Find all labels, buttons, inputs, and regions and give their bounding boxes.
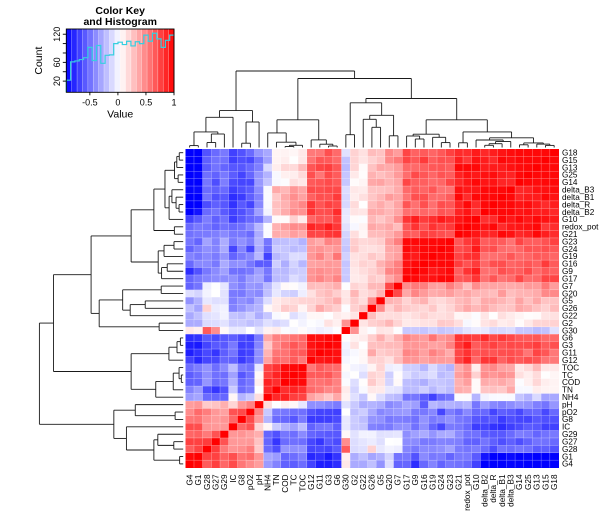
svg-text:G8: G8 — [238, 474, 247, 485]
svg-text:Count: Count — [33, 47, 45, 75]
svg-text:G24: G24 — [437, 474, 446, 490]
svg-text:NH4: NH4 — [562, 393, 579, 402]
svg-text:G17: G17 — [562, 274, 578, 283]
svg-text:G24: G24 — [562, 245, 578, 254]
svg-text:G12: G12 — [562, 356, 578, 365]
svg-text:TC: TC — [562, 371, 573, 380]
svg-text:G26: G26 — [562, 304, 578, 313]
svg-text:G10: G10 — [562, 215, 578, 224]
svg-text:delta_B3: delta_B3 — [507, 474, 516, 507]
svg-text:redox_pot: redox_pot — [562, 223, 599, 232]
svg-text:G14: G14 — [562, 178, 578, 187]
svg-text:G1: G1 — [562, 452, 573, 461]
svg-text:COD: COD — [562, 378, 580, 387]
svg-text:-0.5: -0.5 — [82, 97, 98, 107]
svg-text:0: 0 — [115, 97, 120, 107]
svg-text:TC: TC — [290, 474, 299, 485]
svg-text:G1: G1 — [194, 474, 203, 485]
svg-text:G22: G22 — [359, 474, 368, 490]
svg-text:IC: IC — [229, 474, 238, 482]
svg-text:delta_B2: delta_B2 — [481, 474, 490, 507]
svg-text:0.5: 0.5 — [140, 97, 153, 107]
svg-text:G14: G14 — [515, 474, 524, 490]
svg-text:G18: G18 — [550, 474, 559, 490]
svg-text:G22: G22 — [562, 312, 578, 321]
svg-text:G27: G27 — [562, 437, 578, 446]
svg-text:G20: G20 — [385, 474, 394, 490]
svg-text:G30: G30 — [562, 326, 578, 335]
svg-text:G11: G11 — [562, 349, 577, 358]
svg-text:G4: G4 — [562, 460, 573, 469]
svg-text:G13: G13 — [562, 163, 578, 172]
svg-text:G20: G20 — [562, 289, 578, 298]
svg-text:G15: G15 — [541, 474, 550, 490]
svg-text:G30: G30 — [342, 474, 351, 490]
svg-text:60: 60 — [52, 57, 62, 67]
svg-text:delta_B1: delta_B1 — [498, 474, 507, 507]
svg-text:pO2: pO2 — [246, 474, 255, 490]
svg-text:COD: COD — [281, 474, 290, 492]
svg-text:1: 1 — [171, 97, 176, 107]
svg-text:G18: G18 — [562, 149, 578, 158]
svg-text:IC: IC — [562, 423, 570, 432]
svg-text:G21: G21 — [562, 230, 578, 239]
svg-text:TOC: TOC — [298, 474, 307, 491]
svg-text:TOC: TOC — [562, 363, 579, 372]
svg-text:G17: G17 — [402, 474, 411, 490]
svg-text:G9: G9 — [411, 474, 420, 485]
svg-text:pO2: pO2 — [562, 408, 578, 417]
svg-text:pH: pH — [562, 400, 573, 409]
svg-text:delta_B2: delta_B2 — [562, 208, 595, 217]
svg-text:G11: G11 — [316, 474, 325, 489]
svg-text:G9: G9 — [562, 267, 573, 276]
svg-text:delta_R: delta_R — [489, 474, 498, 502]
svg-text:G19: G19 — [428, 474, 437, 490]
svg-text:NH4: NH4 — [264, 474, 273, 491]
svg-text:G16: G16 — [420, 474, 429, 490]
svg-text:G10: G10 — [472, 474, 481, 490]
svg-text:delta_B1: delta_B1 — [562, 193, 595, 202]
svg-text:120: 120 — [52, 27, 62, 42]
svg-text:G7: G7 — [394, 474, 403, 485]
svg-text:G29: G29 — [220, 474, 229, 490]
svg-text:G12: G12 — [307, 474, 316, 490]
svg-text:G27: G27 — [211, 474, 220, 490]
svg-text:G15: G15 — [562, 156, 578, 165]
svg-text:G6: G6 — [333, 474, 342, 485]
svg-text:G28: G28 — [562, 445, 578, 454]
svg-text:pH: pH — [255, 474, 264, 485]
svg-text:and Histogram: and Histogram — [83, 16, 157, 28]
svg-text:G23: G23 — [446, 474, 455, 490]
svg-text:G7: G7 — [562, 282, 573, 291]
svg-text:G8: G8 — [562, 415, 573, 424]
svg-text:Color Key: Color Key — [95, 5, 145, 17]
svg-text:G5: G5 — [376, 474, 385, 485]
svg-text:G3: G3 — [324, 474, 333, 485]
svg-text:G2: G2 — [562, 319, 573, 328]
svg-text:G13: G13 — [533, 474, 542, 490]
svg-text:G16: G16 — [562, 260, 578, 269]
svg-text:G5: G5 — [562, 297, 573, 306]
svg-text:G29: G29 — [562, 430, 578, 439]
svg-text:20: 20 — [52, 76, 62, 86]
svg-text:G25: G25 — [524, 474, 533, 490]
svg-text:delta_R: delta_R — [562, 200, 590, 209]
svg-text:TN: TN — [272, 474, 281, 485]
svg-text:redox_pot: redox_pot — [463, 474, 472, 511]
svg-text:G6: G6 — [562, 334, 573, 343]
svg-text:G19: G19 — [562, 252, 578, 261]
svg-text:G23: G23 — [562, 237, 578, 246]
svg-text:G26: G26 — [368, 474, 377, 490]
svg-text:G25: G25 — [562, 171, 578, 180]
svg-text:G4: G4 — [185, 474, 194, 485]
svg-text:G28: G28 — [203, 474, 212, 490]
svg-text:G3: G3 — [562, 341, 573, 350]
svg-text:Value: Value — [107, 108, 133, 120]
svg-text:G2: G2 — [350, 474, 359, 485]
svg-text:TN: TN — [562, 386, 573, 395]
svg-text:delta_B3: delta_B3 — [562, 186, 595, 195]
svg-text:G21: G21 — [454, 474, 463, 490]
